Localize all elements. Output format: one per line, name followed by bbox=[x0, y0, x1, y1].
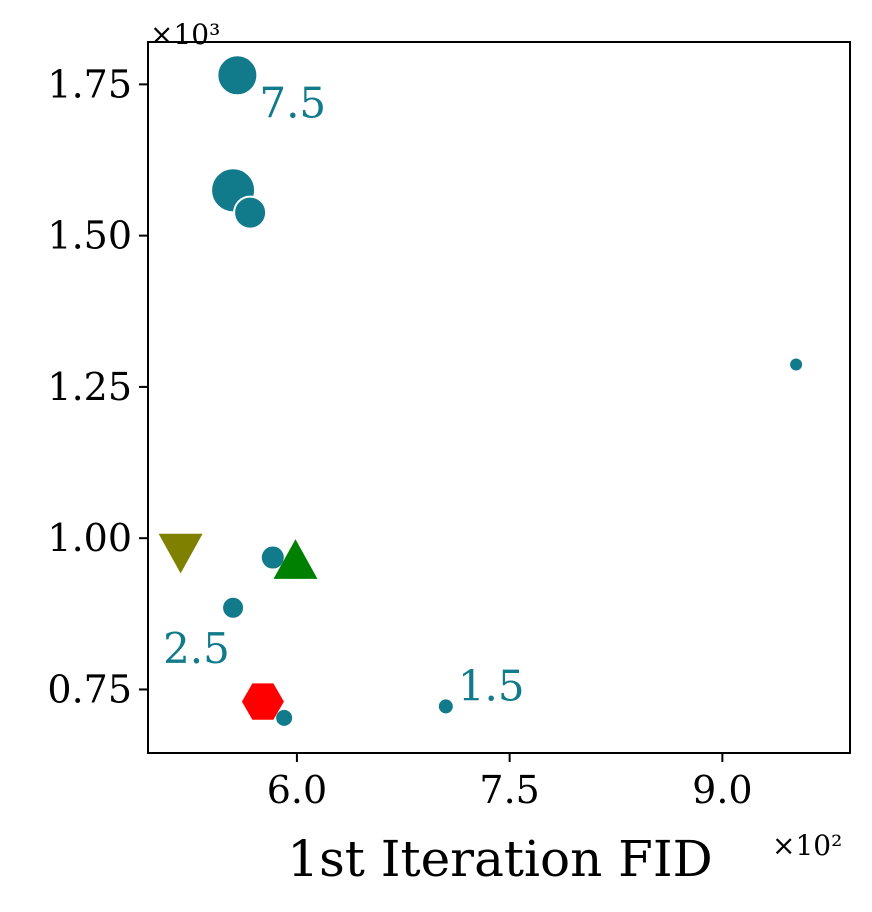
y-tick-label: 1.50 bbox=[47, 214, 132, 258]
point-annotation: 2.5 bbox=[163, 624, 230, 673]
x-axis-title: 1st Iteration FID bbox=[287, 830, 712, 888]
y-tick-label: 1.00 bbox=[47, 516, 132, 560]
scatter-point bbox=[221, 595, 246, 620]
y-tick-label: 1.75 bbox=[47, 62, 132, 106]
x-tick-label: 9.0 bbox=[692, 768, 752, 812]
y-tick-label: 1.25 bbox=[47, 365, 132, 409]
point-annotation: 7.5 bbox=[259, 78, 326, 127]
scatter-point bbox=[436, 697, 455, 716]
triangle-up-point bbox=[273, 539, 318, 579]
triangle-down-point bbox=[158, 533, 203, 574]
marks-layer: 7.5 2.5 1.5 bbox=[158, 54, 805, 728]
point-annotation: 1.5 bbox=[458, 661, 525, 710]
x-axis: 6.0 7.5 9.0 bbox=[267, 753, 753, 812]
scatter-point bbox=[274, 707, 295, 728]
scatter-point bbox=[233, 195, 268, 230]
plot-frame bbox=[147, 41, 851, 754]
y-axis: 0.75 1.00 1.25 1.50 1.75 bbox=[47, 62, 148, 711]
scatter-point bbox=[216, 54, 259, 97]
scatter-point bbox=[788, 356, 805, 373]
y-tick-label: 0.75 bbox=[47, 667, 132, 711]
x-tick-label: 7.5 bbox=[479, 768, 539, 812]
y-multiplier-label: ×10³ bbox=[150, 18, 220, 51]
x-multiplier-label: ×10² bbox=[772, 829, 842, 862]
scatter-point bbox=[259, 544, 286, 571]
x-tick-label: 6.0 bbox=[267, 768, 327, 812]
hexagon-point bbox=[241, 683, 284, 720]
